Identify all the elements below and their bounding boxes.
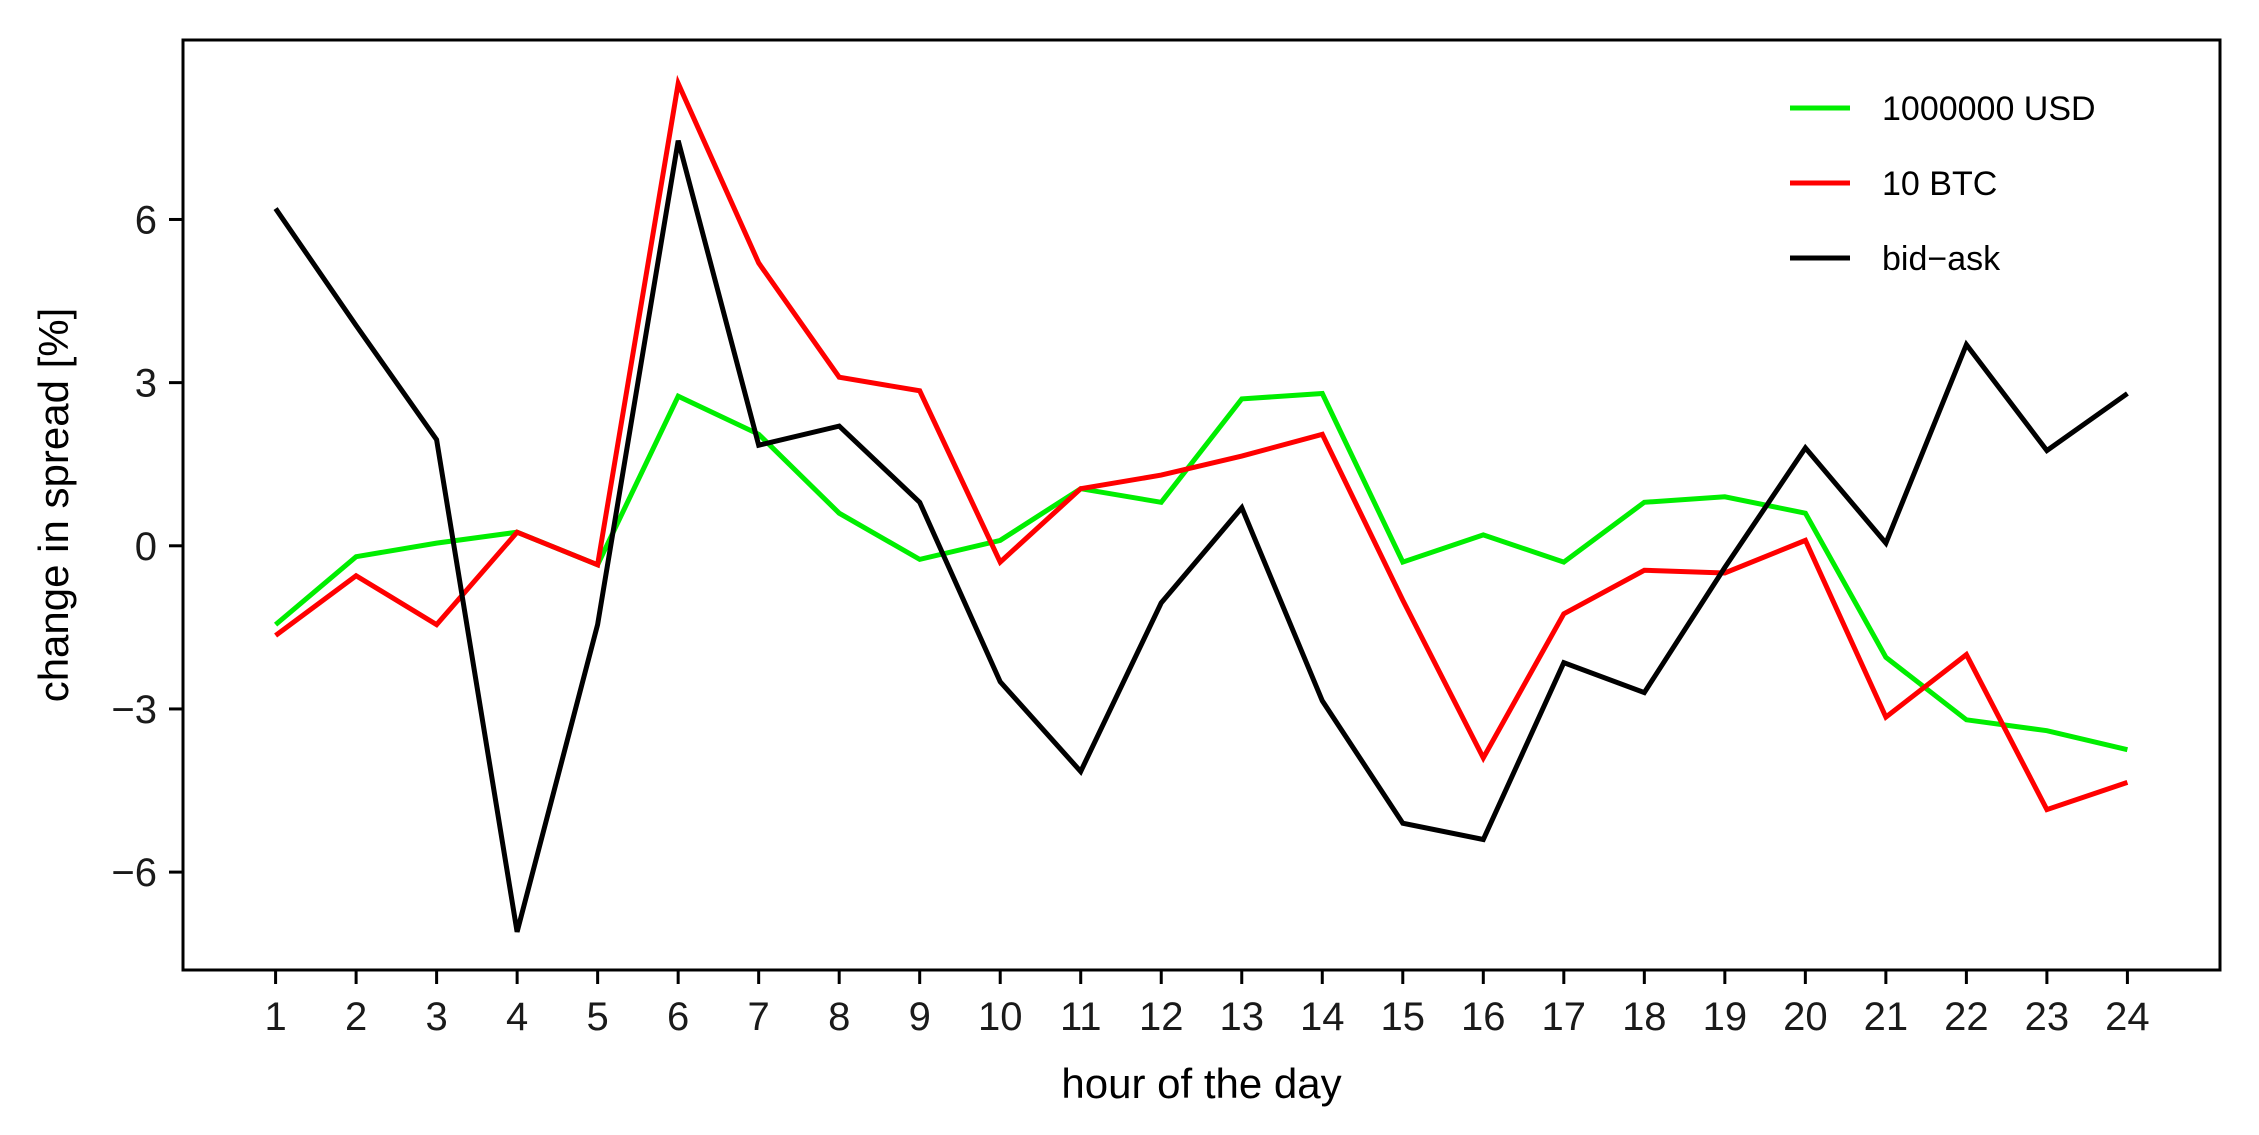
x-tick-label: 4	[506, 995, 528, 1039]
series-line	[273, 139, 2129, 933]
x-axis-title: hour of the day	[1061, 1060, 1341, 1107]
series-line	[274, 74, 2129, 813]
y-tick-label: 6	[135, 198, 157, 242]
x-tick-label: 13	[1220, 995, 1265, 1039]
y-axis-title: change in spread [%]	[30, 308, 77, 703]
x-tick-label: 14	[1300, 995, 1345, 1039]
x-tick-label: 2	[345, 995, 367, 1039]
x-tick-label: 16	[1461, 995, 1506, 1039]
x-tick-label: 23	[2025, 995, 2070, 1039]
y-tick-label: 0	[135, 525, 157, 569]
x-tick-label: 19	[1703, 995, 1748, 1039]
x-tick-label: 21	[1864, 995, 1909, 1039]
legend-label: 1000000 USD	[1882, 90, 2096, 128]
x-tick-label: 15	[1381, 995, 1426, 1039]
x-tick-label: 22	[1944, 995, 1989, 1039]
legend-label: bid−ask	[1882, 240, 2001, 278]
x-tick-label: 5	[587, 995, 609, 1039]
series-lines	[273, 74, 2129, 933]
x-tick-label: 11	[1060, 995, 1102, 1039]
legend: 1000000 USD 10 BTC bid−ask	[1790, 90, 2096, 278]
x-axis: 1 2 3 4 5 6 7 8 9 10 11 12 13 14 15 16 17 18 19 20 21 22 23 24	[264, 970, 2150, 1039]
x-tick-label: 17	[1542, 995, 1587, 1039]
x-tick-label: 10	[978, 995, 1023, 1039]
x-tick-label: 12	[1139, 995, 1184, 1039]
y-tick-label: −3	[111, 688, 157, 732]
x-tick-label: 24	[2105, 995, 2150, 1039]
y-tick-label: 3	[135, 362, 157, 406]
plot-area-frame	[181, 38, 2222, 972]
y-tick-label: −6	[111, 851, 157, 895]
x-tick-label: 7	[748, 995, 770, 1039]
y-axis: −6 −3 0 3 6	[111, 198, 183, 895]
x-tick-label: 18	[1622, 995, 1667, 1039]
x-tick-label: 8	[828, 995, 850, 1039]
x-tick-label: 6	[667, 995, 689, 1039]
x-tick-label: 1	[264, 995, 286, 1039]
x-tick-label: 9	[909, 995, 931, 1039]
x-tick-label: 20	[1783, 995, 1828, 1039]
x-tick-label: 3	[425, 995, 447, 1039]
legend-label: 10 BTC	[1882, 165, 1997, 203]
